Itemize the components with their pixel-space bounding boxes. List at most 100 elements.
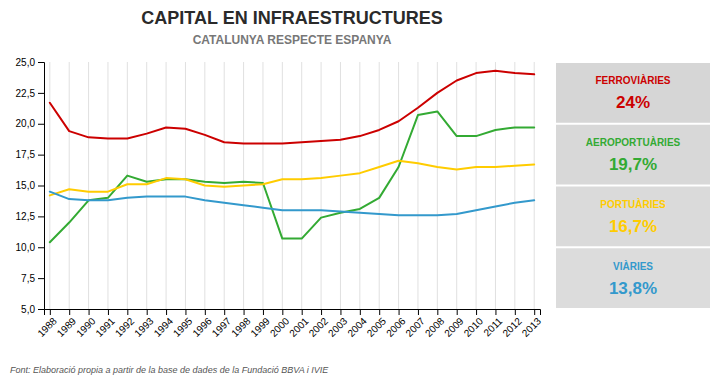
footnote: Font: Elaboració propia a partir de la b… bbox=[10, 365, 329, 375]
x-tick-label: 2000 bbox=[268, 315, 292, 339]
x-tick-label: 1998 bbox=[229, 315, 253, 339]
x-tick-label: 2001 bbox=[287, 315, 311, 339]
y-tick-label: 10,0 bbox=[16, 242, 36, 253]
x-tick-label: 2004 bbox=[345, 315, 369, 339]
grid-line bbox=[417, 62, 418, 309]
grid-line bbox=[456, 62, 457, 309]
x-tick: 1990 bbox=[74, 309, 98, 339]
grid-line bbox=[398, 62, 399, 309]
grid-line bbox=[359, 62, 360, 309]
legend-box bbox=[556, 248, 710, 308]
x-tick-mark bbox=[224, 309, 225, 315]
grid-line bbox=[127, 62, 128, 309]
x-axis-line bbox=[45, 310, 541, 316]
x-tick: 2007 bbox=[403, 309, 427, 339]
series-line bbox=[50, 71, 534, 144]
x-tick-mark bbox=[302, 309, 303, 315]
legend-label: AEROPORTUÀRIES bbox=[586, 136, 681, 148]
legend-item: PORTUÀRIES16,7% bbox=[556, 187, 710, 247]
x-tick-mark bbox=[437, 309, 438, 315]
y-tick-label: 17,5 bbox=[16, 149, 36, 160]
y-tick-mark bbox=[38, 124, 44, 125]
y-axis: 5,07,510,012,515,017,520,022,525,0 bbox=[16, 57, 45, 315]
y-tick-mark bbox=[38, 309, 44, 310]
x-tick-label: 2012 bbox=[500, 315, 524, 339]
x-tick: 1995 bbox=[171, 309, 195, 339]
series-line bbox=[50, 111, 534, 242]
x-tick: 1993 bbox=[132, 309, 156, 339]
x-tick: 2012 bbox=[500, 309, 524, 339]
x-tick-label: 2006 bbox=[384, 315, 408, 339]
grid-line bbox=[224, 62, 225, 309]
x-tick-mark bbox=[515, 309, 516, 315]
x-tick-label: 1996 bbox=[190, 315, 214, 339]
x-tick: 1998 bbox=[229, 309, 253, 339]
x-axis: 1988198919901991199219931994199519961997… bbox=[35, 309, 543, 339]
legend-item: FERROVIÀRIES 24% bbox=[556, 63, 710, 123]
x-tick-mark bbox=[147, 309, 148, 315]
legend-label: FERROVIÀRIES bbox=[595, 74, 670, 86]
grid-line bbox=[88, 62, 89, 309]
y-tick-mark bbox=[38, 186, 44, 187]
x-tick-mark bbox=[360, 309, 361, 315]
x-tick-mark bbox=[534, 309, 535, 315]
grid-line bbox=[69, 62, 70, 309]
x-tick-label: 1995 bbox=[171, 315, 195, 339]
x-tick-mark bbox=[282, 309, 283, 315]
x-tick-label: 2003 bbox=[326, 315, 350, 339]
x-tick-label: 1994 bbox=[152, 315, 176, 339]
grid-line bbox=[340, 62, 341, 309]
series-line bbox=[50, 192, 534, 215]
grid-line bbox=[379, 62, 380, 309]
x-tick-label: 1989 bbox=[55, 315, 79, 339]
x-tick-mark bbox=[69, 309, 70, 315]
x-tick-label: 2002 bbox=[307, 315, 331, 339]
x-tick-mark bbox=[166, 309, 167, 315]
x-tick: 2002 bbox=[307, 309, 331, 339]
x-tick-label: 2005 bbox=[365, 315, 389, 339]
legend-box bbox=[556, 187, 710, 247]
x-tick-mark bbox=[457, 309, 458, 315]
x-tick-label: 1997 bbox=[210, 315, 234, 339]
y-tick-label: 25,0 bbox=[16, 57, 36, 68]
x-tick-mark bbox=[418, 309, 419, 315]
x-tick: 2001 bbox=[287, 309, 311, 339]
y-tick-mark bbox=[38, 93, 44, 94]
grid-line bbox=[321, 62, 322, 309]
x-tick-mark bbox=[340, 309, 341, 315]
legend-value: 19,7% bbox=[609, 155, 657, 174]
x-tick: 1997 bbox=[210, 309, 234, 339]
legend-label: VIÀRIES bbox=[613, 260, 653, 272]
y-tick-mark bbox=[38, 62, 44, 63]
legend-value: 24% bbox=[616, 93, 650, 112]
plot: 1988198919901991199219931994199519961997… bbox=[16, 57, 544, 339]
y-tick-mark bbox=[38, 216, 44, 217]
legend-box bbox=[556, 63, 710, 123]
x-tick-label: 2013 bbox=[520, 315, 544, 339]
x-tick-label: 2010 bbox=[462, 315, 486, 339]
grid-line bbox=[437, 62, 438, 309]
grid-line bbox=[185, 62, 186, 309]
y-tick-mark bbox=[38, 278, 44, 279]
y-tick-label: 5,0 bbox=[21, 304, 35, 315]
x-tick: 1992 bbox=[113, 309, 137, 339]
y-tick-mark bbox=[38, 155, 44, 156]
y-tick-label: 7,5 bbox=[21, 273, 35, 284]
grid-line bbox=[49, 62, 50, 309]
x-tick-label: 2007 bbox=[403, 315, 427, 339]
y-tick: 20,0 bbox=[16, 118, 44, 129]
x-tick-mark bbox=[399, 309, 400, 315]
lines bbox=[50, 71, 534, 243]
x-tick-label: 1993 bbox=[132, 315, 156, 339]
grid bbox=[50, 62, 534, 309]
y-tick: 17,5 bbox=[16, 149, 44, 160]
x-tick: 1999 bbox=[248, 309, 272, 339]
x-tick: 2013 bbox=[520, 309, 544, 339]
x-tick-mark bbox=[263, 309, 264, 315]
y-tick-label: 12,5 bbox=[16, 211, 36, 222]
grid-line bbox=[514, 62, 515, 309]
grid-line bbox=[146, 62, 147, 309]
x-tick-label: 1988 bbox=[35, 315, 59, 339]
x-tick-mark bbox=[244, 309, 245, 315]
x-tick: 2003 bbox=[326, 309, 350, 339]
